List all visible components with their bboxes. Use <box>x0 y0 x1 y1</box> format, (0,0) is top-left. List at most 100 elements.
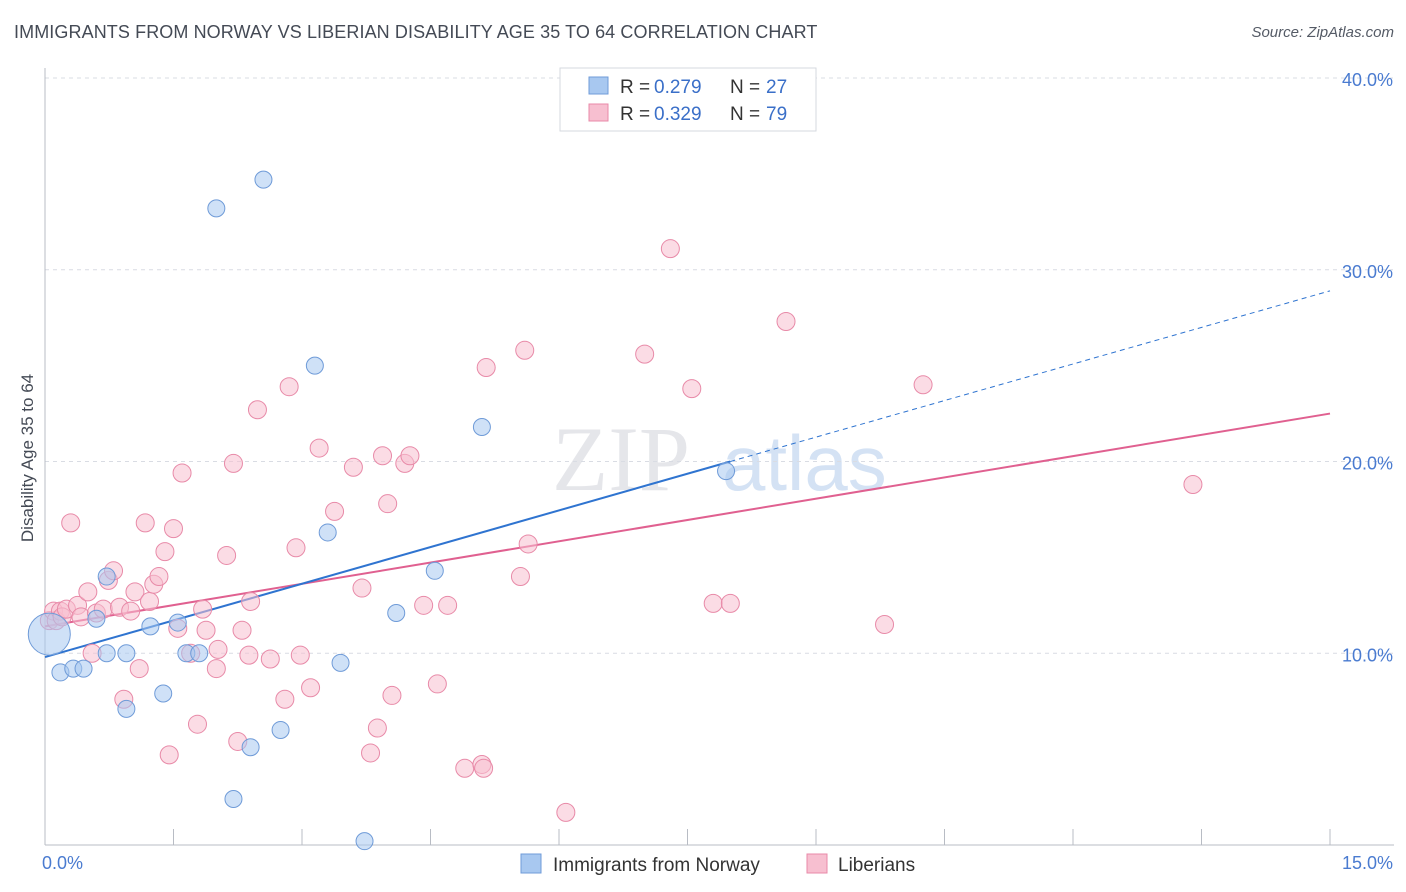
point-liberian-70 <box>635 344 655 364</box>
y-tick-label-3: 40.0% <box>1342 70 1393 90</box>
point-liberian-46 <box>290 645 310 665</box>
point-norway-0 <box>27 612 71 656</box>
point-norway-6 <box>97 644 116 663</box>
point-liberian-31 <box>193 599 213 619</box>
stats-n-label-norway: N = <box>730 77 760 98</box>
grid-lines <box>45 77 1394 654</box>
point-liberian-64 <box>474 758 494 778</box>
stats-r-value-norway: 0.279 <box>654 77 702 98</box>
point-liberian-77 <box>913 375 933 395</box>
point-norway-8 <box>117 699 136 718</box>
legend-label-norway: Immigrants from Norway <box>553 855 760 876</box>
trend-line-norway-extension <box>730 290 1331 462</box>
point-norway-13 <box>190 644 209 663</box>
watermark-zip: ZIP <box>552 408 690 510</box>
point-norway-3 <box>74 659 93 678</box>
stats-n-value-liberian: 79 <box>766 104 787 125</box>
point-liberian-68 <box>518 534 538 554</box>
point-liberian-75 <box>776 312 796 332</box>
stats-r-label-norway: R = <box>620 77 650 98</box>
point-norway-23 <box>387 603 406 622</box>
point-liberian-25 <box>159 745 179 765</box>
data-points <box>27 170 1203 851</box>
point-liberian-24 <box>155 542 175 562</box>
point-liberian-59 <box>414 595 434 615</box>
point-liberian-23 <box>149 567 169 587</box>
stats-swatch-liberian <box>588 103 609 122</box>
point-norway-15 <box>224 789 243 808</box>
point-liberian-20 <box>135 513 155 533</box>
stats-n-value-norway: 27 <box>766 77 787 98</box>
chart-title: IMMIGRANTS FROM NORWAY VS LIBERIAN DISAB… <box>14 22 818 42</box>
point-liberian-48 <box>309 438 329 458</box>
point-liberian-43 <box>275 689 295 709</box>
stats-swatch-norway <box>588 76 609 95</box>
point-norway-4 <box>87 609 106 628</box>
legend-label-liberian: Liberians <box>838 855 915 876</box>
point-liberian-50 <box>343 457 363 477</box>
point-liberian-66 <box>510 567 530 587</box>
point-norway-18 <box>271 720 290 739</box>
point-liberian-76 <box>875 614 895 634</box>
point-liberian-39 <box>239 645 259 665</box>
point-liberian-61 <box>438 595 458 615</box>
trend-line-liberian <box>44 412 1331 628</box>
point-liberian-73 <box>703 593 723 613</box>
y-tick-label-2: 30.0% <box>1342 262 1393 282</box>
point-liberian-34 <box>208 639 228 659</box>
point-liberian-26 <box>164 519 183 539</box>
point-norway-24 <box>425 561 444 580</box>
point-norway-26 <box>717 462 736 481</box>
point-liberian-74 <box>720 593 740 613</box>
y-tick-label-0: 10.0% <box>1342 645 1393 665</box>
point-liberian-44 <box>279 377 299 397</box>
point-liberian-53 <box>367 718 387 738</box>
stats-r-value-liberian: 0.329 <box>654 104 702 125</box>
series-legend: Immigrants from Norway Liberians <box>520 853 915 876</box>
point-liberian-67 <box>515 340 535 360</box>
point-liberian-6 <box>61 513 81 533</box>
point-liberian-28 <box>172 463 192 483</box>
point-norway-19 <box>305 356 324 375</box>
legend-swatch-liberian <box>806 853 828 874</box>
point-liberian-21 <box>140 591 160 611</box>
point-liberian-41 <box>247 400 267 420</box>
point-liberian-49 <box>325 501 345 521</box>
axes <box>44 68 1394 846</box>
point-norway-11 <box>168 613 187 632</box>
point-liberian-60 <box>427 674 447 694</box>
point-norway-17 <box>254 170 273 189</box>
point-liberian-33 <box>206 659 226 679</box>
point-norway-9 <box>141 617 160 636</box>
point-liberian-32 <box>196 620 216 640</box>
point-liberian-69 <box>556 802 576 822</box>
point-liberian-42 <box>260 649 280 669</box>
x-tick-label-max: 15.0% <box>1342 853 1393 873</box>
tick-labels: 10.0% 20.0% 30.0% 40.0% 0.0% 15.0% <box>42 70 1393 873</box>
point-liberian-35 <box>217 545 237 565</box>
stats-n-label-liberian: N = <box>730 104 760 125</box>
x-tick-label-min: 0.0% <box>42 853 83 873</box>
point-norway-16 <box>241 738 260 757</box>
chart-source: Source: ZipAtlas.com <box>1251 24 1394 41</box>
watermark-atlas: atlas <box>722 419 887 507</box>
point-norway-10 <box>154 684 173 703</box>
point-liberian-65 <box>476 358 496 378</box>
trend-lines <box>44 290 1331 659</box>
trend-line-norway <box>44 460 731 659</box>
y-tick-label-1: 20.0% <box>1342 454 1393 474</box>
point-liberian-17 <box>121 601 141 621</box>
point-liberian-62 <box>455 758 475 778</box>
point-norway-20 <box>318 523 337 542</box>
point-norway-22 <box>355 832 374 851</box>
stats-r-label-liberian: R = <box>620 104 650 125</box>
legend-swatch-norway <box>520 853 542 874</box>
point-norway-5 <box>97 567 116 586</box>
point-norway-21 <box>331 653 350 672</box>
point-liberian-52 <box>361 743 381 763</box>
point-liberian-55 <box>378 494 398 514</box>
point-liberian-78 <box>1183 475 1203 495</box>
point-liberian-40 <box>241 591 261 611</box>
point-liberian-47 <box>301 678 321 698</box>
